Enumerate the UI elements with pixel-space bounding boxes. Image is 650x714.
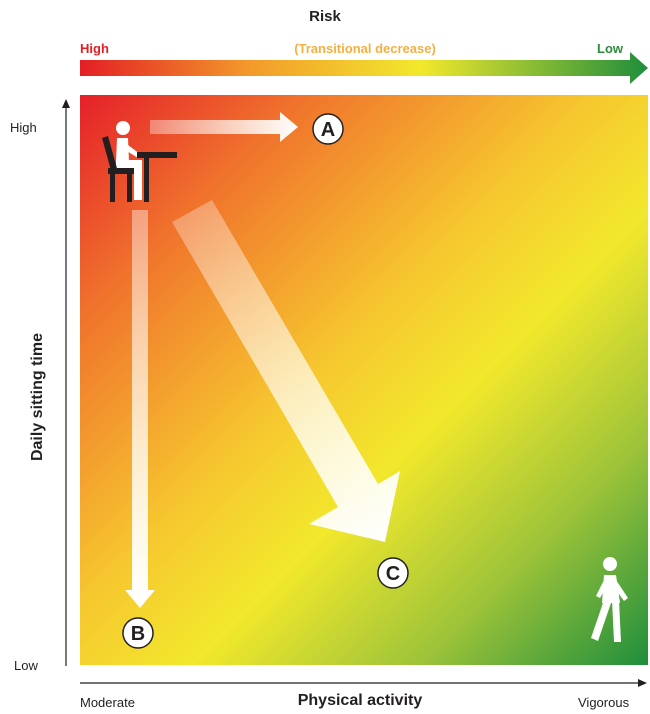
risk-title: Risk [309, 8, 341, 25]
arrow-to-b [125, 210, 155, 608]
arrow-to-c [172, 200, 400, 542]
y-axis-arrow [62, 99, 70, 666]
x-axis-arrow [80, 679, 647, 687]
risk-gradient-arrow [80, 52, 648, 84]
y-axis-low-label: Low [14, 658, 38, 673]
x-axis-moderate-label: Moderate [80, 695, 135, 710]
x-axis-title: Physical activity [297, 692, 423, 709]
marker-a-label: A [321, 119, 335, 141]
seated-person-at-desk-icon [102, 121, 177, 202]
risk-low-label: Low [597, 41, 623, 56]
arrow-to-a [150, 112, 298, 142]
marker-c: C [377, 557, 409, 589]
risk-high-label: High [80, 41, 109, 56]
walking-person-icon [591, 557, 628, 642]
marker-c-label: C [386, 563, 400, 585]
x-axis-vigorous-label: Vigorous [578, 695, 630, 710]
risk-field [80, 95, 648, 665]
marker-b-label: B [131, 623, 145, 645]
marker-b: B [122, 617, 154, 649]
y-axis-high-label: High [10, 120, 37, 135]
risk-transitional-label: (Transitional decrease) [294, 41, 436, 56]
marker-a: A [312, 113, 344, 145]
y-axis-title: Daily sitting time [29, 332, 46, 462]
